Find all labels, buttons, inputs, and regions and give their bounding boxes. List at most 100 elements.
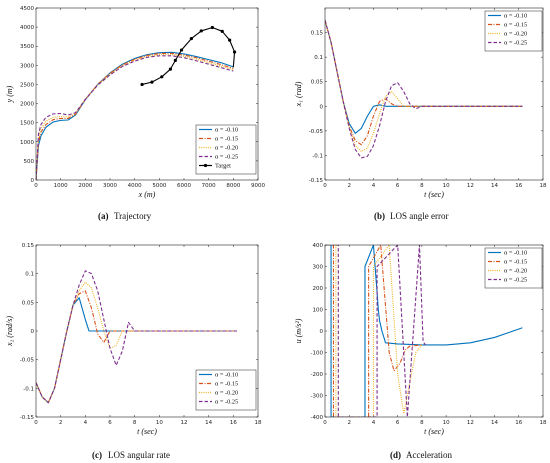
x-tick-label: 10 xyxy=(443,183,450,189)
x-tick-label: 0 xyxy=(323,183,327,189)
y-tick-label: -300 xyxy=(311,394,324,400)
y-tick-label: 500 xyxy=(24,159,35,165)
y-tick-label: 4500 xyxy=(20,6,34,12)
x-tick-label: 5000 xyxy=(152,183,166,189)
series-line-3 xyxy=(325,245,422,417)
target-marker xyxy=(180,48,183,51)
x-tick-label: 9000 xyxy=(251,183,265,189)
target-marker xyxy=(233,50,236,53)
x-tick-label: 6 xyxy=(396,420,400,426)
legend-label: α = -0.10 xyxy=(504,250,527,257)
x-tick-label: 0 xyxy=(323,420,327,426)
x-tick-label: 6 xyxy=(396,183,400,189)
x-tick-label: 16 xyxy=(230,420,237,426)
y-axis-label: u (m/s²) xyxy=(294,318,303,343)
legend-label: α = -0.25 xyxy=(215,399,238,406)
target-marker xyxy=(174,59,177,62)
caption-c-label: (c) xyxy=(92,450,102,460)
y-axis-label: x₁ (rad) xyxy=(294,81,303,107)
x-tick-label: 8 xyxy=(420,183,424,189)
legend-label: α = -0.15 xyxy=(215,381,238,388)
target-marker xyxy=(169,68,172,71)
x-tick-label: 4 xyxy=(372,183,376,189)
x-tick-label: 1000 xyxy=(54,183,68,189)
caption-c: (c) LOS angular rate xyxy=(92,450,170,460)
x-tick-label: 4000 xyxy=(128,183,142,189)
y-tick-label: -0.15 xyxy=(20,415,35,421)
x-tick-label: 3000 xyxy=(103,183,117,189)
caption-d-label: (d) xyxy=(390,450,401,460)
legend-label: α = -0.25 xyxy=(215,154,238,161)
y-tick-label: -0.15 xyxy=(309,178,324,184)
x-tick-label: 2 xyxy=(347,183,351,189)
legend-label: α = -0.10 xyxy=(215,127,238,134)
y-tick-label: -100 xyxy=(311,351,324,357)
y-tick-label: 0 xyxy=(320,329,324,335)
x-tick-label: 6 xyxy=(108,420,112,426)
y-tick-label: 2000 xyxy=(20,102,34,108)
legend-label: α = -0.15 xyxy=(215,136,238,143)
panel-trajectory: 0 1000 2000 3000 4000 5000 6000 7000 8000 9000 0 50… xyxy=(5,6,265,199)
y-tick-label: 0.05 xyxy=(311,80,324,86)
y-tick-label: -0.1 xyxy=(23,386,34,392)
legend-label: α = -0.20 xyxy=(215,390,238,397)
caption-b: (b) LOS angle error xyxy=(374,211,448,221)
y-tick-label: 0 xyxy=(31,329,35,335)
caption-a: (a) Trajectory xyxy=(98,211,152,221)
x-tick-label: 8 xyxy=(133,420,137,426)
legend-label: α = -0.25 xyxy=(504,277,527,284)
y-tick-label: -0.1 xyxy=(312,153,323,159)
legend-label: Target xyxy=(215,163,231,170)
caption-a-text: Trajectory xyxy=(114,211,152,221)
caption-c-text: LOS angular rate xyxy=(108,450,170,460)
x-tick-label: 12 xyxy=(467,183,474,189)
y-tick-label: 300 xyxy=(313,265,324,271)
y-tick-label: -0.05 xyxy=(20,358,35,364)
target-marker xyxy=(221,30,224,33)
x-tick-label: 4 xyxy=(84,420,88,426)
caption-a-label: (a) xyxy=(98,211,109,221)
x-tick-label: 12 xyxy=(467,420,474,426)
x-tick-label: 2 xyxy=(59,420,63,426)
panel-acceleration: 0 2 4 6 8 10 12 14 16 18 -400 -300 -200 -100 0 100 200 30… xyxy=(294,243,547,436)
x-tick-label: 2 xyxy=(347,420,351,426)
x-tick-label: 0 xyxy=(34,420,38,426)
x-tick-label: 10 xyxy=(156,420,163,426)
target-marker xyxy=(160,75,163,78)
legend-label: α = -0.15 xyxy=(504,22,527,29)
y-tick-label: 1500 xyxy=(20,121,34,127)
target-marker xyxy=(211,26,214,29)
x-tick-label: 18 xyxy=(255,420,262,426)
x-tick-label: 18 xyxy=(540,420,547,426)
y-tick-label: 0 xyxy=(31,178,35,184)
legend-label: α = -0.15 xyxy=(504,259,527,266)
legend-marker xyxy=(204,164,207,167)
x-tick-label: 14 xyxy=(205,420,212,426)
x-tick-label: 2000 xyxy=(78,183,92,189)
y-tick-label: 100 xyxy=(313,308,324,314)
x-tick-label: 8000 xyxy=(226,183,240,189)
target-marker xyxy=(190,37,193,40)
x-tick-label: 7000 xyxy=(202,183,216,189)
y-tick-label: 0 xyxy=(320,104,324,110)
legend-label: α = -0.10 xyxy=(215,372,238,379)
y-tick-label: -200 xyxy=(311,372,324,378)
caption-b-text: LOS angle error xyxy=(390,211,448,221)
x-tick-label: 14 xyxy=(491,420,498,426)
legend-label: α = -0.20 xyxy=(215,145,238,152)
x-tick-label: 16 xyxy=(515,183,522,189)
target-marker xyxy=(200,29,203,32)
y-tick-label: 0.15 xyxy=(22,243,35,249)
legend-label: α = -0.20 xyxy=(504,31,527,38)
caption-b-label: (b) xyxy=(374,211,385,221)
x-axis-label: x (m) xyxy=(138,190,156,199)
caption-d-text: Acceleration xyxy=(406,450,452,460)
legend-label: α = -0.20 xyxy=(504,268,527,275)
y-axis-label: x₂ (rad/s) xyxy=(5,316,14,347)
y-tick-label: 0.15 xyxy=(311,31,324,37)
x-tick-label: 12 xyxy=(181,420,188,426)
x-tick-label: 4 xyxy=(372,420,376,426)
panel-los-angular-rate: 0 2 4 6 8 10 12 14 16 18 -0.15 -0.1 -0.05 0 0.05 0.1 0.1… xyxy=(5,243,262,436)
y-tick-label: -400 xyxy=(311,415,324,421)
